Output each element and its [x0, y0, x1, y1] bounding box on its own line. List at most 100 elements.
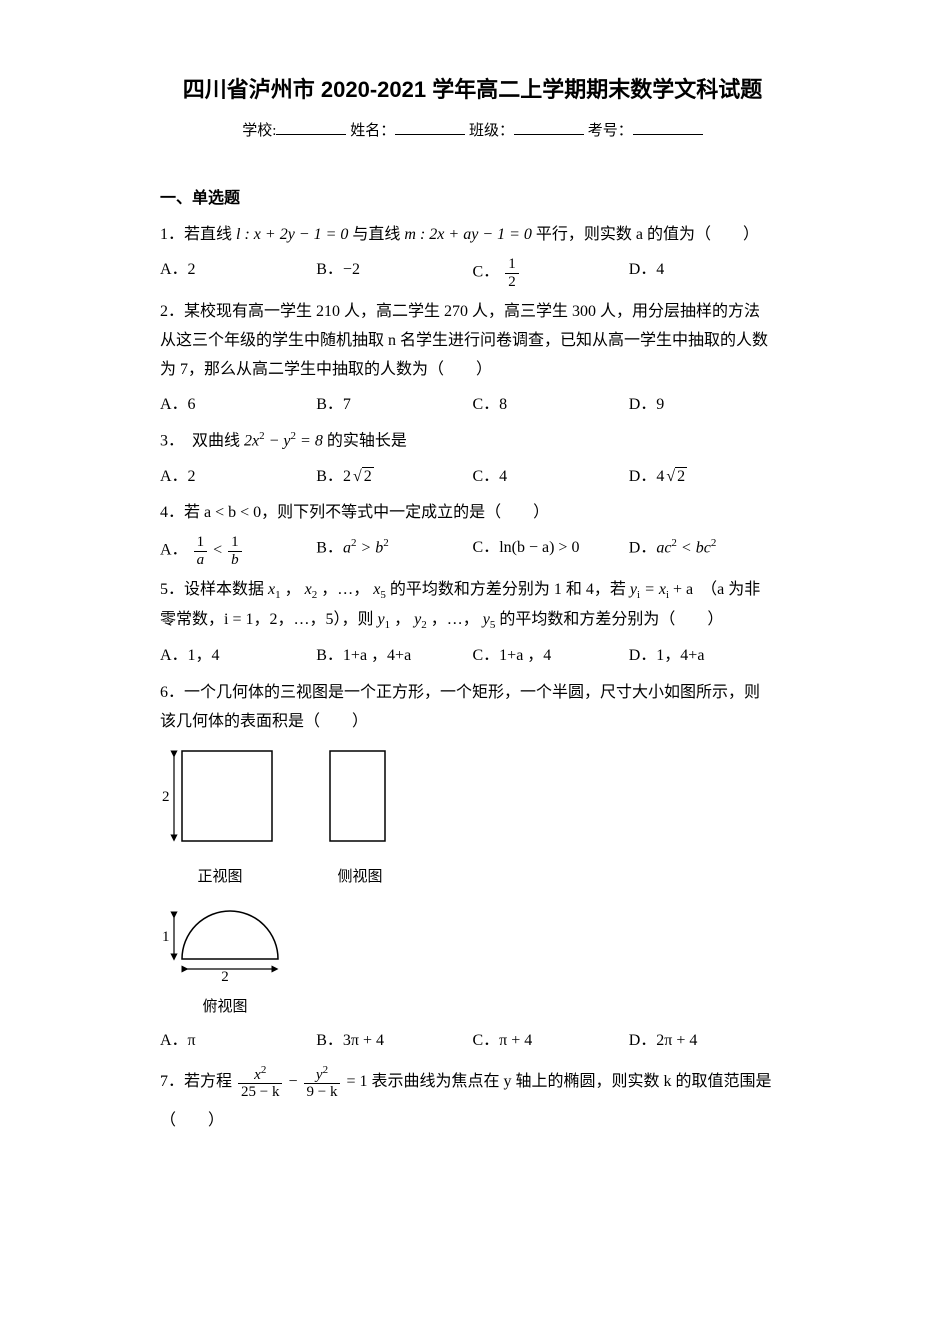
q7-lnum-x: x	[254, 1067, 261, 1083]
q4-a-rf: 1b	[228, 534, 242, 568]
q2-l1: 2．某校现有高一学生 210 人，高二学生 270 人，高三学生 300 人，用…	[160, 298, 785, 327]
dim-1-label: 1	[162, 929, 170, 945]
q3-opt-b[interactable]: B．22	[316, 463, 472, 492]
q5-eq: = x	[644, 581, 666, 598]
q5-pa: + a （a 为非	[673, 581, 760, 598]
q5-options: A．1，4 B．1+a ，4+a C．1+a ，4 D．1，4+a	[160, 642, 785, 671]
name-blank[interactable]	[395, 120, 465, 135]
q5-l2b: ，…，	[431, 611, 479, 628]
q5-l1c: 的平均数和方差分别为 1 和 4，若	[390, 581, 630, 598]
q5-c2: ，	[394, 611, 410, 628]
question-5: 5．设样本数据 x1 ， x2 ，…， x5 的平均数和方差分别为 1 和 4，…	[160, 576, 785, 636]
q6-opt-b[interactable]: B．3π + 4	[316, 1027, 472, 1056]
q7-eq: = 1	[346, 1073, 367, 1090]
q6-diagrams-row1: 2 正视图 侧视图	[160, 746, 785, 891]
top-view-block: 1 2 俯视图	[160, 901, 290, 1021]
q7-rnum: y2	[304, 1064, 341, 1085]
q6-opt-c[interactable]: C．π + 4	[473, 1027, 629, 1056]
q3-m2: − y	[269, 433, 291, 450]
top-view-icon: 1 2	[160, 901, 290, 981]
question-2: 2．某校现有高一学生 210 人，高二学生 270 人，高三学生 300 人，用…	[160, 298, 785, 384]
q5-y2s: 2	[421, 619, 427, 631]
q4-a-rden: b	[228, 552, 242, 569]
q1-text-c: 平行，则实数 a 的值为（ ）	[536, 226, 759, 243]
class-blank[interactable]	[514, 120, 584, 135]
q4-opt-b[interactable]: B．a2 > b2	[316, 534, 472, 568]
q3-b-val: 2	[343, 468, 351, 485]
q4-opt-a[interactable]: A． 1a < 1b	[160, 534, 316, 568]
q7-rsup: 2	[323, 1064, 329, 1076]
question-3: 3． 双曲线 2x2 − y2 = 8 的实轴长是	[160, 427, 785, 456]
q5-opt-b[interactable]: B．1+a ，4+a	[316, 642, 472, 671]
q5-y1: y	[377, 611, 384, 628]
exam-title: 四川省泸州市 2020-2021 学年高二上学期期末数学文科试题	[160, 70, 785, 110]
q5-opt-d[interactable]: D．1，4+a	[629, 642, 785, 671]
q3-tail: 的实轴长是	[327, 433, 407, 450]
q5-x5s: 5	[380, 589, 386, 601]
q3-opt-a[interactable]: A．2	[160, 463, 316, 492]
q3-opt-d[interactable]: D．42	[629, 463, 785, 492]
q1-opt-c[interactable]: C． 1 2	[473, 256, 629, 290]
section-heading: 一、单选题	[160, 185, 785, 214]
q4-d-m: ac	[656, 539, 671, 556]
q2-opt-c[interactable]: C．8	[473, 391, 629, 420]
question-4: 4．若 a < b < 0，则下列不等式中一定成立的是（ ）	[160, 499, 785, 528]
q4-options: A． 1a < 1b B．a2 > b2 C．ln(b − a) > 0 D．a…	[160, 534, 785, 568]
q4-a-rnum: 1	[228, 534, 242, 552]
q4-d-pre: D．	[629, 539, 657, 556]
side-view-block: 侧视图	[320, 746, 400, 891]
q7-pre: 7．若方程	[160, 1073, 236, 1090]
sqrt-icon: 2	[351, 463, 374, 492]
q3-d-val: 4	[656, 468, 664, 485]
q6-opt-d[interactable]: D．2π + 4	[629, 1027, 785, 1056]
side-view-icon	[320, 746, 400, 851]
q5-y5: y	[483, 611, 490, 628]
q1-text-a: 1．若直线	[160, 226, 232, 243]
question-7: 7．若方程 x2 25 − k − y2 9 − k = 1 表示曲线为焦点在 …	[160, 1064, 785, 1101]
front-view-block: 2 正视图	[160, 746, 280, 891]
q7-lnum: x2	[238, 1064, 282, 1085]
q7-rden: 9 − k	[304, 1084, 341, 1101]
q4-opt-c[interactable]: C．ln(b − a) > 0	[473, 534, 629, 568]
q5-x2: x	[305, 581, 312, 598]
q5-xis: i	[666, 589, 669, 601]
q4-a-lden: a	[194, 552, 208, 569]
q5-opt-a[interactable]: A．1，4	[160, 642, 316, 671]
q1-opt-b[interactable]: B．−2	[316, 256, 472, 290]
q3-sup1: 2	[259, 430, 265, 442]
q5-l1a: 5．设样本数据	[160, 581, 268, 598]
q6-diagrams-row2: 1 2 俯视图	[160, 901, 785, 1021]
q4-b-pre: B．	[316, 539, 343, 556]
q3-m3: = 8	[300, 433, 323, 450]
q3-b-rad: 2	[362, 467, 374, 485]
q2-opt-d[interactable]: D．9	[629, 391, 785, 420]
q4-opt-d[interactable]: D．ac2 < bc2	[629, 534, 785, 568]
q1-opt-a[interactable]: A．2	[160, 256, 316, 290]
q7-paren: （ ）	[160, 1107, 785, 1136]
q6-opt-a[interactable]: A．π	[160, 1027, 316, 1056]
q2-opt-b[interactable]: B．7	[316, 391, 472, 420]
examno-label: 考号：	[588, 123, 633, 139]
school-blank[interactable]	[276, 120, 346, 135]
q2-opt-a[interactable]: A．6	[160, 391, 316, 420]
question-6: 6．一个几何体的三视图是一个正方形，一个矩形，一个半圆，尺寸大小如图所示，则 该…	[160, 679, 785, 737]
q7-tail: 表示曲线为焦点在 y 轴上的椭圆，则实数 k 的取值范围是	[372, 1073, 772, 1090]
q7-lden: 25 − k	[238, 1084, 282, 1101]
examno-blank[interactable]	[633, 120, 703, 135]
q3-sup2: 2	[291, 430, 297, 442]
q5-y1s: 1	[385, 619, 391, 631]
q5-y5s: 5	[490, 619, 496, 631]
q1-math-l: l : x + 2y − 1 = 0	[236, 226, 348, 243]
q1-opt-d[interactable]: D．4	[629, 256, 785, 290]
name-label: 姓名：	[350, 123, 395, 139]
dim-2b-label: 2	[221, 969, 229, 981]
q4-b-mid: > b	[356, 539, 383, 556]
q5-x2s: 2	[312, 589, 318, 601]
q1-c-pre: C．	[473, 264, 500, 281]
q1-c-den: 2	[505, 274, 519, 291]
q5-opt-c[interactable]: C．1+a ，4	[473, 642, 629, 671]
q4-a-lf: 1a	[194, 534, 208, 568]
q3-opt-c[interactable]: C．4	[473, 463, 629, 492]
q4-b-m: a	[343, 539, 351, 556]
q4-b-s2: 2	[383, 537, 389, 549]
